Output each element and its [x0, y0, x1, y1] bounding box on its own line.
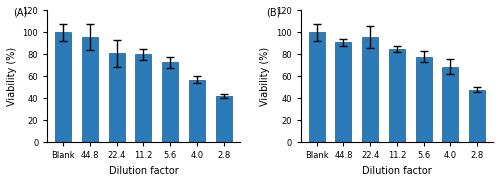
X-axis label: Dilution factor: Dilution factor — [362, 166, 432, 176]
Y-axis label: Viability (%): Viability (%) — [260, 47, 270, 106]
Text: (B): (B) — [266, 8, 280, 18]
Bar — [336, 42, 351, 143]
X-axis label: Dilution factor: Dilution factor — [108, 166, 178, 176]
Text: (A): (A) — [12, 8, 27, 18]
Bar — [216, 96, 232, 143]
Bar — [389, 49, 405, 143]
Bar — [416, 57, 432, 143]
Bar — [469, 90, 485, 143]
Y-axis label: Viability (%): Viability (%) — [7, 47, 17, 106]
Bar — [442, 67, 458, 143]
Bar — [82, 37, 98, 143]
Bar — [108, 53, 124, 143]
Bar — [309, 32, 325, 143]
Bar — [189, 80, 205, 143]
Bar — [162, 62, 178, 143]
Bar — [136, 55, 152, 143]
Bar — [56, 32, 72, 143]
Bar — [362, 37, 378, 143]
